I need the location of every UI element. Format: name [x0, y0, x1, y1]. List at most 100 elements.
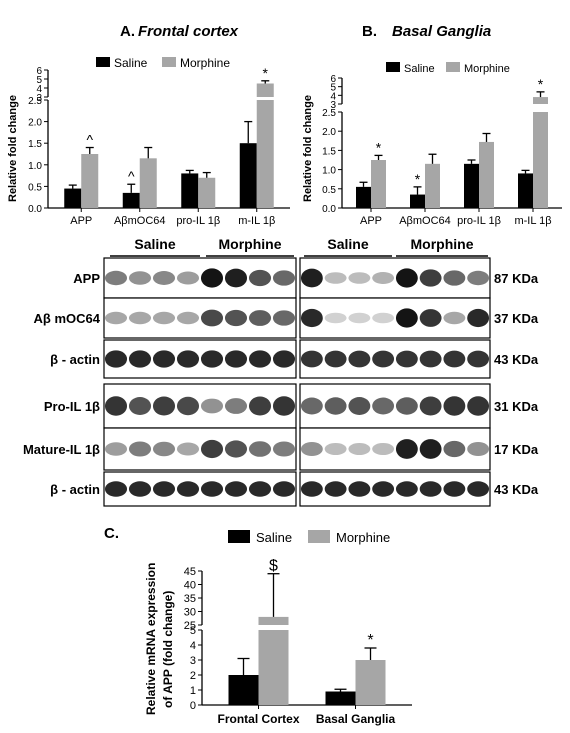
blot-band [419, 396, 442, 416]
panel-c-ytick-label: 0 [190, 700, 196, 712]
panel-c-ytick-label: 45 [184, 566, 196, 578]
blot-band [224, 309, 248, 327]
blot-band [467, 481, 490, 497]
panel-a-ytick-label: 2.0 [28, 118, 42, 129]
panel-b-ytick-label: 1.5 [322, 146, 336, 157]
panel-c-ytick-label: 2 [190, 670, 196, 682]
blot-band [372, 397, 395, 415]
blot-band [248, 350, 272, 368]
blot-band [224, 440, 248, 458]
panel-c-ylabel-line1: Relative mRNA expression [144, 563, 158, 715]
blot-band [200, 398, 224, 414]
panel-a-category-label: m-IL 1β [238, 215, 275, 227]
panel-b-ylabel: Relative fold change [302, 95, 314, 202]
panel-b-significance-mark: * [538, 76, 544, 92]
panel-b-category-label: AβmOC64 [399, 215, 451, 227]
panel-c-bar-morphine-upper [258, 616, 289, 625]
panel-b-bar-morphine [371, 160, 386, 208]
blot-kda-label: 87 KDa [494, 271, 539, 286]
group-label-morphine-left: Morphine [219, 236, 282, 252]
panel-b-significance-mark: * [415, 171, 421, 187]
panel-b-bar-saline [410, 194, 425, 208]
panel-b-letter: B. [362, 23, 377, 40]
blot-band [419, 350, 442, 368]
blot-band [443, 311, 466, 325]
blot-band [104, 270, 128, 286]
blot-band [372, 312, 395, 324]
panel-b-ytick-label: 6 [330, 74, 336, 85]
panel-b-significance-mark: * [376, 139, 382, 155]
panel-a-ylabel: Relative fold change [7, 95, 19, 202]
panel-a-ytick-label: 5 [36, 75, 42, 86]
blot-band [248, 396, 272, 416]
panel-a-bar-saline [64, 188, 82, 208]
blot-band [200, 350, 224, 368]
panel-b-title: Basal Ganglia [392, 23, 491, 40]
blot-band [272, 441, 296, 457]
panel-a-category-label: APP [70, 215, 92, 227]
panel-c-significance-mark: $ [269, 558, 278, 575]
blot-band [272, 481, 296, 497]
panel-b-bar-morphine-lower [533, 112, 548, 208]
panel-c-ytick-label: 25 [184, 620, 196, 632]
blot-kda-label: 17 KDa [494, 442, 539, 457]
blot-band [152, 350, 176, 368]
blot-band [324, 350, 347, 368]
blot-band [467, 270, 490, 286]
blot-band [224, 398, 248, 414]
panel-a-bar-saline [122, 192, 140, 208]
panel-a-significance-mark: ^ [86, 132, 93, 148]
panel-b-ytick-label: 2.0 [322, 127, 336, 138]
blot-band [248, 269, 272, 287]
blot-band [248, 441, 272, 457]
blot-band [200, 309, 224, 327]
blot-band [176, 271, 200, 285]
blot-row-label: β - actin [50, 482, 100, 497]
blot-band [272, 396, 296, 416]
panel-b-ytick-label: 0.5 [322, 185, 336, 196]
blot-band [200, 268, 224, 288]
blot-band [272, 350, 296, 368]
panel-b-bar-saline [464, 163, 479, 208]
panel-c-ytick-label: 4 [190, 640, 196, 652]
blot-band [372, 350, 395, 368]
blot-band [152, 481, 176, 497]
panel-b-legend-morphine: Morphine [464, 63, 510, 75]
blot-band [176, 350, 200, 368]
panel-a-ytick-label: 1.5 [28, 139, 42, 150]
western-blots: Saline Morphine Saline Morphine APP 87 KDa Aβ … [23, 236, 539, 507]
panel-b-ytick-label: 3 [330, 100, 336, 111]
blot-row-label: Pro-IL 1β [44, 399, 100, 414]
blot-band [248, 310, 272, 326]
blot-band [419, 481, 442, 497]
blot-kda-label: 43 KDa [494, 482, 539, 497]
blot-band [152, 271, 176, 285]
panel-c-ytick-label: 1 [190, 685, 196, 697]
panel-a-ytick-label: 4 [36, 84, 42, 95]
blot-row-label: APP [73, 271, 100, 286]
panel-a-significance-mark: ^ [128, 168, 135, 184]
panel-b-legend-saline: Saline [404, 63, 435, 75]
blot-band [128, 311, 152, 325]
blot-band [128, 441, 152, 457]
panel-c-bar-morphine-lower [258, 630, 289, 705]
panel-c-category-label: Basal Ganglia [316, 712, 396, 726]
blot-band [419, 439, 442, 459]
blot-row-label: β - actin [50, 352, 100, 367]
panel-c-ytick-label: 35 [184, 593, 196, 605]
blot-band [348, 312, 371, 324]
panel-a-bar-saline [239, 143, 257, 208]
panel-a-bar-morphine-lower [256, 100, 274, 208]
panel-c-ytick-label: 3 [190, 655, 196, 667]
blot-band [272, 270, 296, 286]
panel-c-ytick-label: 40 [184, 580, 196, 592]
blot-band [300, 481, 323, 497]
blot-band [348, 397, 371, 415]
blot-band [152, 396, 176, 416]
group-label-morphine-right: Morphine [411, 236, 474, 252]
panel-a-ytick-label: 0.0 [28, 204, 42, 215]
panel-a-legend-morphine: Morphine [180, 56, 230, 70]
panel-b-ytick-label: 1.0 [322, 166, 336, 177]
